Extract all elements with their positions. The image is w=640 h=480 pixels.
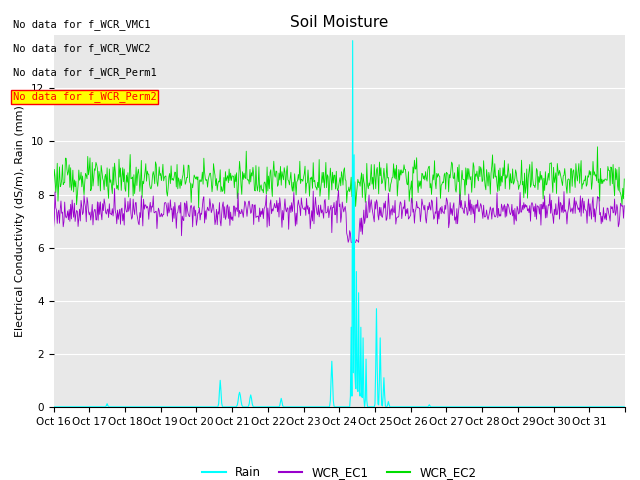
Text: No data for f_WCR_Perm1: No data for f_WCR_Perm1 <box>13 67 157 78</box>
Text: No data for f_WCR_Perm2: No data for f_WCR_Perm2 <box>13 91 157 102</box>
Title: Soil Moisture: Soil Moisture <box>290 15 388 30</box>
Text: No data for f_WCR_VMC1: No data for f_WCR_VMC1 <box>13 19 150 30</box>
Text: No data for f_WCR_VWC2: No data for f_WCR_VWC2 <box>13 43 150 54</box>
Y-axis label: Electrical Conductivity (dS/m), Rain (mm): Electrical Conductivity (dS/m), Rain (mm… <box>15 105 25 337</box>
Legend: Rain, WCR_EC1, WCR_EC2: Rain, WCR_EC1, WCR_EC2 <box>197 461 481 480</box>
